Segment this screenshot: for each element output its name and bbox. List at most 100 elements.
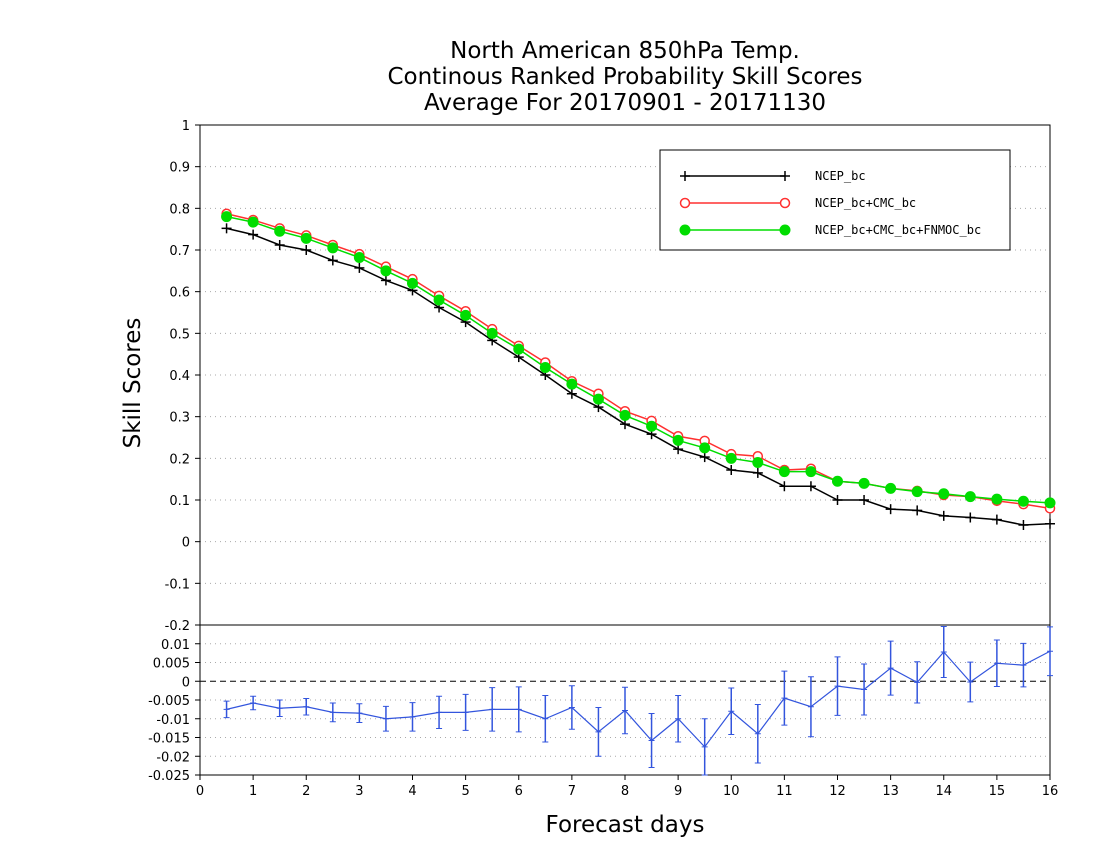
x-tick-label: 6 xyxy=(515,784,523,799)
x-tick-label: 10 xyxy=(723,784,740,799)
series-0-point xyxy=(380,275,391,286)
x-tick-label: 2 xyxy=(302,784,310,799)
bottom-y-tick-label: -0.015 xyxy=(148,732,190,747)
x-tick-label: 5 xyxy=(461,784,469,799)
series-0-point xyxy=(566,388,577,399)
x-tick-label: 15 xyxy=(989,784,1006,799)
series-0-point xyxy=(1018,520,1029,530)
series-2-point xyxy=(911,486,923,498)
series-2-point xyxy=(300,232,312,244)
bottom-y-tick-label: 0 xyxy=(182,675,190,690)
series-0-point xyxy=(805,481,816,492)
legend-marker-0-b xyxy=(780,171,790,181)
series-0-point xyxy=(779,481,790,492)
x-tick-label: 13 xyxy=(882,784,899,799)
series-2-point xyxy=(327,242,339,254)
series-0-point xyxy=(965,512,976,523)
legend-box xyxy=(659,149,1011,251)
series-2-point xyxy=(353,252,365,263)
top-y-tick-label: 0.4 xyxy=(169,369,190,384)
series-2-point xyxy=(778,466,790,478)
series-2-point xyxy=(938,488,950,500)
top-y-tick-label: 0.2 xyxy=(169,452,190,467)
series-0-point xyxy=(726,465,737,475)
series-2-point xyxy=(539,362,551,373)
series-2-point xyxy=(592,393,604,405)
x-tick-label: 12 xyxy=(829,784,846,799)
legend-label-2: NCEP_bc+CMC_bc+FNMOC_bc xyxy=(815,223,981,237)
y-axis-label: Skill Scores xyxy=(120,318,146,449)
series-2-point xyxy=(619,409,631,421)
chart-title-line-1: North American 850hPa Temp. xyxy=(450,38,800,64)
top-y-tick-label: 1 xyxy=(182,119,190,134)
series-0-point xyxy=(938,510,949,521)
top-y-tick-label: -0.1 xyxy=(165,577,190,592)
difference-line xyxy=(226,650,1051,748)
top-y-tick-label: 0 xyxy=(182,536,190,551)
x-tick-label: 7 xyxy=(568,784,576,799)
series-2-point xyxy=(407,277,418,289)
series-0-point xyxy=(327,255,338,266)
bottom-y-tick-label: 0.005 xyxy=(153,657,190,672)
legend-marker-2-a xyxy=(679,224,691,236)
series-0-point xyxy=(832,495,843,505)
series-2-point xyxy=(725,452,737,464)
x-tick-label: 3 xyxy=(355,784,363,799)
x-tick-label: 4 xyxy=(408,784,416,799)
series-2-point xyxy=(805,466,817,478)
legend-label-1: NCEP_bc+CMC_bc xyxy=(815,196,916,210)
x-tick-label: 16 xyxy=(1042,784,1059,799)
series-0-point xyxy=(752,467,763,478)
bottom-y-tick-label: -0.01 xyxy=(156,713,190,728)
series-2-point xyxy=(513,343,525,355)
x-tick-label: 8 xyxy=(621,784,629,799)
top-y-tick-label: -0.2 xyxy=(165,619,190,634)
series-0-point xyxy=(859,495,870,505)
legend-marker-2-b xyxy=(779,224,791,236)
series-2-point xyxy=(566,378,578,390)
series-2-point xyxy=(380,265,392,277)
top-y-tick-label: 0.7 xyxy=(169,244,190,259)
legend-marker-0-a xyxy=(680,171,690,181)
series-2-point xyxy=(1017,495,1029,507)
x-tick-label: 0 xyxy=(196,784,204,799)
bottom-y-tick-label: -0.005 xyxy=(148,694,190,709)
legend-marker-1-a xyxy=(679,197,691,209)
series-2-point xyxy=(646,420,658,432)
legend: NCEP_bc NCEP_bc+CMC_bc NCEP_bc+CMC_bc+FNMO… xyxy=(659,149,1011,251)
series-0-point xyxy=(885,504,896,515)
series-2-point xyxy=(221,211,233,223)
bottom-y-tick-label: -0.02 xyxy=(156,750,190,765)
x-axis-ticks: 0 1 2 3 4 5 6 7 8 9 10 11 12 13 14 15 16 xyxy=(196,775,1058,799)
series-0-point xyxy=(274,240,285,250)
series-0-point xyxy=(248,229,259,240)
series-2-point xyxy=(991,493,1003,505)
series-2-point xyxy=(672,434,684,446)
top-y-tick-label: 0.5 xyxy=(169,327,190,342)
bottom-panel-series xyxy=(223,626,1053,776)
top-y-tick-label: 0.6 xyxy=(169,286,190,301)
series-0-point xyxy=(1045,518,1055,529)
top-panel-series xyxy=(221,208,1056,530)
series-2-point xyxy=(1044,497,1056,509)
legend-label-0: NCEP_bc xyxy=(815,169,866,183)
x-tick-label: 14 xyxy=(935,784,952,799)
series-2-point xyxy=(433,294,445,306)
legend-marker-1-b xyxy=(779,197,791,209)
series-2-point xyxy=(832,475,843,487)
series-2-point xyxy=(460,309,472,321)
series-2-point xyxy=(752,457,764,468)
series-0-point xyxy=(699,452,710,463)
series-2-point xyxy=(885,482,897,494)
chart-title-line-3: Average For 20170901 - 20171130 xyxy=(424,90,826,116)
series-0-point xyxy=(991,514,1002,525)
top-y-tick-label: 0.3 xyxy=(169,411,190,426)
x-axis-label: Forecast days xyxy=(546,812,705,838)
bottom-y-tick-label: -0.025 xyxy=(148,769,190,784)
top-y-tick-label: 0.8 xyxy=(169,202,190,217)
series-0-point xyxy=(301,245,312,255)
series-0-point xyxy=(354,262,365,273)
series-2-point xyxy=(247,216,259,228)
chart-title-line-2: Continous Ranked Probability Skill Score… xyxy=(387,64,862,90)
